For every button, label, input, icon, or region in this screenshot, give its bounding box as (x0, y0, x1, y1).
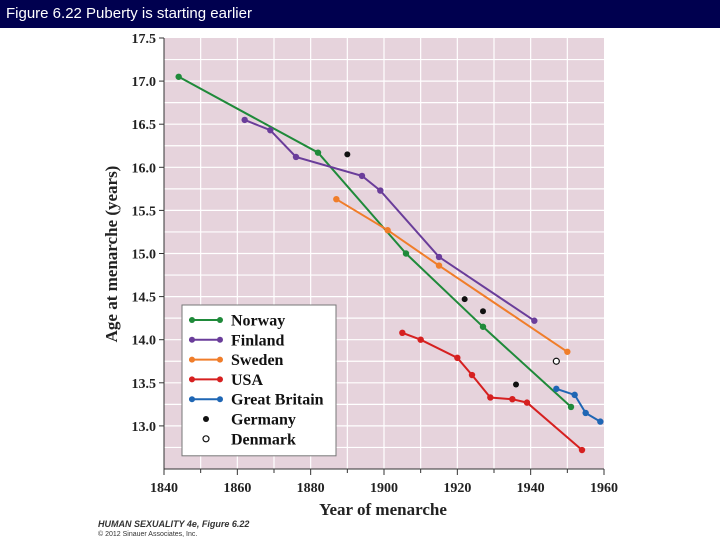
credit-book: HUMAN SEXUALITY 4e, Figure 6.22 (98, 519, 250, 529)
legend-marker-norway (217, 317, 223, 323)
legend-label-sweden: Sweden (231, 352, 284, 369)
data-point-sweden (564, 348, 571, 355)
legend-marker-great-britain (217, 396, 223, 403)
data-point-finland (241, 116, 248, 124)
y-tick-label: 14.5 (132, 291, 157, 306)
legend-marker-denmark (202, 435, 210, 443)
data-point-usa (509, 395, 516, 403)
legend-label-finland: Finland (231, 332, 284, 349)
series-line-sweden (335, 198, 568, 353)
data-point-usa (417, 336, 424, 343)
data-point-sweden (435, 262, 443, 269)
y-tick-label: 13.0 (132, 420, 157, 435)
data-point-finland (292, 153, 300, 161)
legend-marker-germany (203, 416, 209, 422)
legend-marker-finland (217, 336, 223, 343)
y-tick-label: 17.5 (132, 32, 157, 47)
legend-marker-norway (189, 317, 195, 323)
y-tick-label: 17.0 (132, 75, 157, 90)
data-point-usa (399, 329, 406, 337)
legend-label-germany: Germany (231, 412, 296, 429)
x-tick-label: 1880 (297, 481, 325, 496)
data-point-great-britain (582, 409, 589, 417)
data-point-germany (461, 296, 468, 303)
data-point-norway (567, 403, 575, 411)
data-point-usa (468, 371, 476, 379)
data-point-usa (487, 394, 494, 401)
y-tick-label: 15.0 (132, 248, 157, 263)
x-tick-label: 1960 (590, 481, 618, 496)
legend-marker-usa (189, 376, 195, 383)
data-point-sweden (384, 227, 391, 234)
y-tick-label: 14.0 (132, 334, 157, 349)
x-tick-label: 1860 (223, 481, 251, 496)
data-point-denmark (552, 357, 560, 365)
legend-marker-usa (217, 376, 223, 383)
data-point-norway (479, 323, 487, 330)
data-point-germany (513, 381, 519, 388)
legend-label-denmark: Denmark (231, 431, 296, 448)
data-point-germany (344, 151, 351, 158)
data-point-usa (523, 399, 531, 406)
legend: Norway Finland Sweden USA Great Britain Germa… (181, 304, 337, 457)
y-tick-label: 16.5 (132, 118, 157, 133)
data-point-norway (314, 149, 322, 156)
data-point-usa (578, 446, 586, 454)
x-tick-label: 1920 (443, 481, 471, 496)
legend-label-usa: USA (231, 372, 263, 389)
data-point-norway (175, 73, 182, 80)
y-tick-label: 15.5 (132, 204, 157, 219)
x-tick-label: 1940 (517, 481, 545, 496)
data-point-finland (267, 127, 274, 134)
data-point-usa (454, 354, 461, 362)
x-tick-label: 1840 (150, 481, 178, 496)
data-point-sweden (333, 195, 340, 203)
data-point-finland (531, 317, 538, 324)
legend-marker-sweden (189, 356, 195, 363)
series-line-great-britain (555, 387, 601, 423)
data-point-finland (358, 172, 366, 180)
y-axis-label: Age at menarche (years) (102, 166, 121, 343)
legend-marker-finland (189, 336, 195, 343)
legend-marker-sweden (217, 356, 223, 363)
x-axis-label: Year of menarche (319, 500, 447, 519)
data-point-norway (402, 250, 410, 257)
credit-copyright: © 2012 Sinauer Associates, Inc. (98, 531, 198, 538)
data-point-great-britain (597, 418, 604, 425)
legend-marker-great-britain (189, 396, 195, 403)
data-point-germany (480, 308, 486, 315)
legend-label-norway: Norway (231, 313, 285, 330)
data-series (175, 73, 604, 454)
y-tick-label: 13.5 (132, 377, 157, 392)
y-tick-label: 16.0 (132, 161, 157, 176)
data-point-finland (377, 187, 384, 194)
data-point-finland (435, 253, 443, 261)
data-point-great-britain (553, 385, 560, 393)
legend-label-great-britain: Great Britain (231, 392, 324, 409)
data-point-great-britain (571, 391, 578, 399)
x-tick-label: 1900 (370, 481, 398, 496)
slide-title: Figure 6.22 Puberty is starting earlier (0, 0, 720, 28)
axes: 13.0 13.5 14.0 14.5 15.0 15.5 16.0 16.5 17.0 17.5… (132, 32, 619, 496)
